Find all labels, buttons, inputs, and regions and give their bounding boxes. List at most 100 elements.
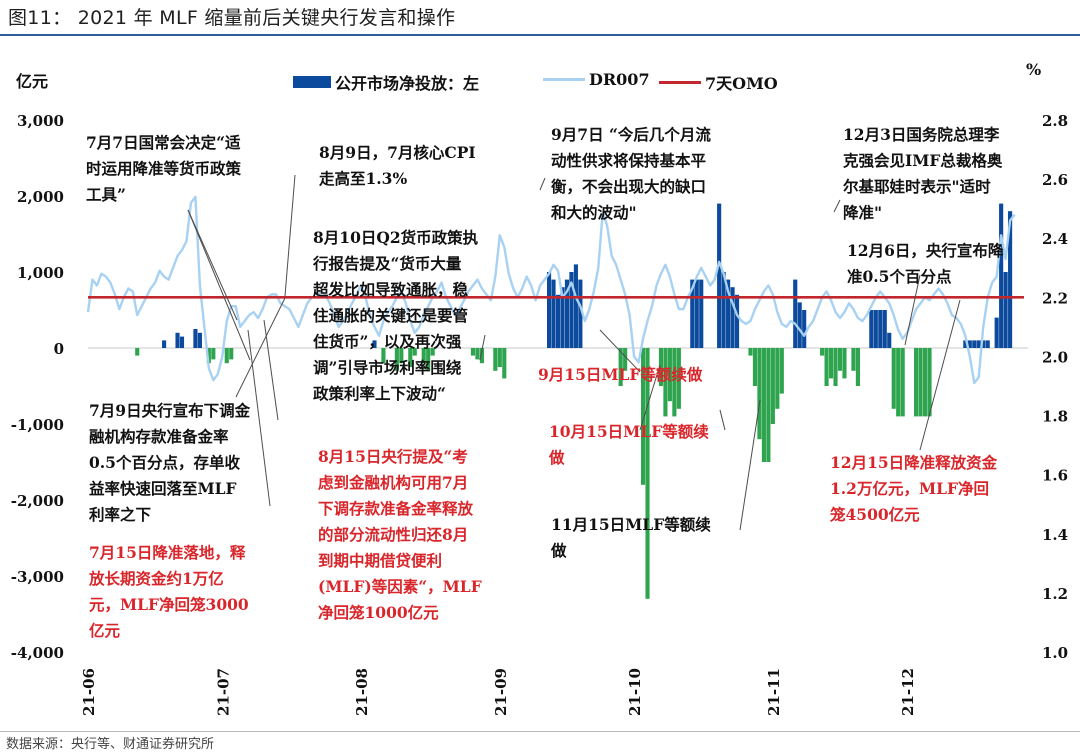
net-injection-bar xyxy=(828,348,834,379)
net-injection-bar xyxy=(179,336,185,348)
dr007-line xyxy=(86,195,1016,385)
right-axis-tick-label: 2.6 xyxy=(1042,171,1068,189)
right-axis-unit: % xyxy=(1026,60,1042,79)
annotation-jul15: 7月15日降准落地，释 放长期资金约1万亿 元，MLF净回笼3000 亿元 xyxy=(89,543,249,640)
net-injection-bar xyxy=(882,310,887,348)
net-injection-bar xyxy=(967,340,972,348)
annotation-aug10: 8月10日Q2货币政策执 行报告提及“货币大量 超发比如导致通胀，稳 住通胀的关… xyxy=(313,228,479,403)
net-injection-bar xyxy=(690,279,695,348)
net-injection-bar xyxy=(775,348,780,409)
annotation-jul7: 7月7日国常会决定“适 时运用降准等货币政策 工具” xyxy=(86,133,242,204)
net-injection-bar xyxy=(855,348,860,386)
net-injection-bar xyxy=(197,332,202,348)
legend-label-bars: 公开市场净投放：左 xyxy=(335,74,480,93)
net-injection-bar xyxy=(869,310,874,348)
net-injection-bar xyxy=(918,348,923,417)
annotation-leader-line xyxy=(187,209,251,361)
net-injection-bar xyxy=(914,348,919,417)
left-axis-tick-label: 0 xyxy=(54,340,64,358)
right-axis-tick-label: 2.8 xyxy=(1042,112,1068,130)
legend-item-omo: 7天OMO xyxy=(659,70,778,94)
right-axis-tick-label: 2.0 xyxy=(1042,348,1068,366)
net-injection-bar xyxy=(175,332,180,348)
net-injection-bar xyxy=(699,279,704,348)
net-injection-bar xyxy=(694,279,699,348)
net-injection-bar xyxy=(1003,272,1008,348)
legend-swatch-dr007 xyxy=(543,78,585,81)
annotation-leader-line xyxy=(247,329,271,507)
net-injection-bar xyxy=(399,348,404,364)
net-injection-bar xyxy=(1008,211,1013,348)
net-injection-bar xyxy=(573,264,578,348)
net-injection-bar xyxy=(985,340,990,348)
net-injection-bar xyxy=(824,348,829,386)
annotation-leader-line xyxy=(719,409,726,431)
right-axis-tick-label: 2.4 xyxy=(1042,230,1068,248)
left-axis-tick-label: -2,000 xyxy=(11,492,64,510)
net-injection-bar xyxy=(618,348,623,386)
net-injection-bar xyxy=(891,348,896,409)
annotation-sep7: 9月7日 “今后几个月流 动性供求将保持基本平 衡，不会出现大的缺口 和大的波动… xyxy=(551,125,711,222)
net-injection-bar xyxy=(963,340,968,348)
net-injection-bar xyxy=(927,348,932,417)
net-injection-bar xyxy=(421,348,426,364)
net-injection-bar xyxy=(193,329,198,348)
net-injection-bar xyxy=(726,279,731,348)
left-axis-tick-label: -4,000 xyxy=(11,644,64,662)
right-axis-tick-label: 1.6 xyxy=(1042,467,1068,485)
net-injection-bar xyxy=(994,317,999,348)
annotation-leader-line xyxy=(187,209,238,321)
net-injection-bar xyxy=(802,310,807,348)
net-injection-bar xyxy=(752,348,758,386)
net-injection-bar xyxy=(896,348,901,417)
annotation-dec6: 12月6日，央行宣布降 准0.5个百分点 xyxy=(847,241,1004,286)
net-injection-bar xyxy=(900,348,905,417)
net-injection-bar xyxy=(734,294,740,348)
annotation-leader-line xyxy=(904,274,921,346)
net-injection-bar xyxy=(206,348,211,364)
left-axis-tick-label: -1,000 xyxy=(11,416,64,434)
net-injection-bar xyxy=(981,340,986,348)
net-injection-bar xyxy=(766,348,771,462)
x-axis-tick-label: 21-12 xyxy=(899,668,917,716)
net-injection-bar xyxy=(658,348,664,386)
net-injection-bar xyxy=(135,348,140,356)
left-axis-tick-label: 2,000 xyxy=(17,188,64,206)
annotation-sep15: 9月15日MLF等额续做 xyxy=(538,365,703,384)
net-injection-bar xyxy=(412,348,417,356)
right-axis-tick-label: 1.8 xyxy=(1042,408,1068,426)
net-injection-bar xyxy=(470,348,476,356)
legend-label-omo: 7天OMO xyxy=(705,74,778,93)
right-axis-tick-label: 1.4 xyxy=(1042,526,1068,544)
net-injection-bar xyxy=(224,348,229,364)
annotation-aug9: 8月9日，7月核心CPI 走高至1.3% xyxy=(319,143,476,188)
net-injection-bar xyxy=(564,279,570,348)
right-axis-tick-label: 2.2 xyxy=(1042,289,1068,307)
net-injection-bar xyxy=(730,287,735,348)
legend-swatch-omo xyxy=(659,80,701,84)
net-injection-bar xyxy=(162,340,167,348)
annotation-leader-line xyxy=(833,199,841,213)
net-injection-bar xyxy=(211,348,216,360)
figure-title: 图11： 2021 年 MLF 缩量前后关键央行发言和操作 xyxy=(8,7,456,29)
net-injection-bar xyxy=(640,348,646,485)
net-injection-bar xyxy=(779,348,784,394)
net-injection-bar xyxy=(837,348,843,371)
legend-swatch-bars xyxy=(293,76,331,88)
net-injection-bar xyxy=(502,348,507,379)
net-injection-bar xyxy=(672,348,677,417)
left-axis-unit: 亿元 xyxy=(16,72,49,91)
net-injection-bar xyxy=(878,310,883,348)
net-injection-bar xyxy=(842,348,847,379)
net-injection-bar xyxy=(479,348,484,364)
net-injection-bar xyxy=(761,348,766,462)
net-injection-bar xyxy=(717,203,722,348)
net-injection-bar xyxy=(497,348,502,367)
annotation-jul9: 7月9日央行宣布下调金 融机构存款准备金率 0.5个百分点，存单收 益率快速回落… xyxy=(89,401,251,524)
net-injection-bar xyxy=(972,340,977,348)
net-injection-bar xyxy=(851,348,856,371)
x-axis-tick-label: 21-06 xyxy=(80,668,98,716)
net-injection-bar xyxy=(797,302,802,348)
